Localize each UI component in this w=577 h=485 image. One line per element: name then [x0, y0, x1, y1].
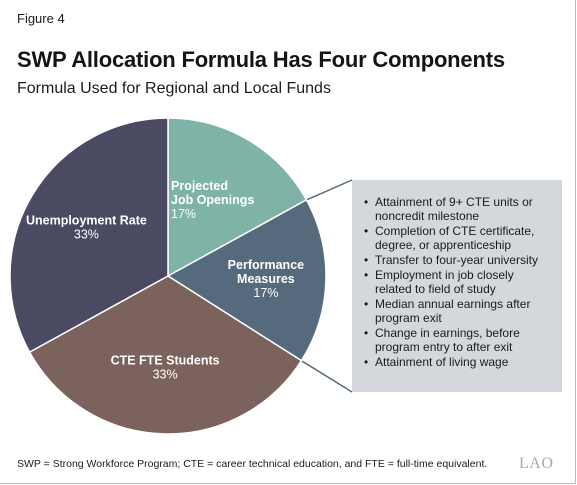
performance-measure-item: Transfer to four-year university — [364, 253, 552, 267]
chart-subtitle: Formula Used for Regional and Local Fund… — [17, 80, 331, 97]
footnote: SWP = Strong Workforce Program; CTE = ca… — [17, 458, 488, 470]
pie-slice-label: Measures — [237, 272, 295, 286]
pie-slice-label: Job Openings — [171, 193, 254, 207]
callout-connectors — [301, 179, 353, 393]
pie-slice-label: Performance — [228, 258, 304, 272]
performance-measure-item: Attainment of 9+ CTE units or noncredit … — [364, 195, 552, 223]
pie-slice-value: 17% — [171, 207, 196, 221]
callout-connector-bottom — [301, 360, 353, 393]
pie-slice-projected-job-openings — [167, 117, 308, 278]
lao-logo: LAO — [519, 455, 554, 472]
pie-slice-label: CTE FTE Students — [111, 354, 220, 368]
pie-slice-performance-measures — [166, 198, 327, 362]
pie-slice-value: 33% — [153, 368, 178, 382]
pie-slices — [9, 117, 327, 435]
pie-slice-unemployment-rate — [9, 117, 169, 354]
callout-connector-top — [306, 179, 353, 201]
performance-measures-list: Attainment of 9+ CTE units or noncredit … — [364, 195, 552, 369]
figure-label: Figure 4 — [17, 11, 65, 26]
performance-measures-callout: Attainment of 9+ CTE units or noncredit … — [352, 180, 562, 392]
performance-measure-item: Change in earnings, before program entry… — [364, 326, 552, 354]
performance-measure-item: Completion of CTE certificate, degree, o… — [364, 224, 552, 252]
performance-measure-item: Attainment of living wage — [364, 355, 552, 369]
chart-title: SWP Allocation Formula Has Four Componen… — [17, 47, 505, 72]
pie-slice-label: Projected — [171, 179, 228, 193]
performance-measure-item: Employment in job closely related to fie… — [364, 268, 552, 296]
pie-slice-value: 33% — [74, 228, 99, 242]
performance-measure-item: Median annual earnings after program exi… — [364, 297, 552, 325]
pie-slice-label: Unemployment Rate — [26, 214, 147, 228]
pie-slice-value: 17% — [253, 286, 278, 300]
